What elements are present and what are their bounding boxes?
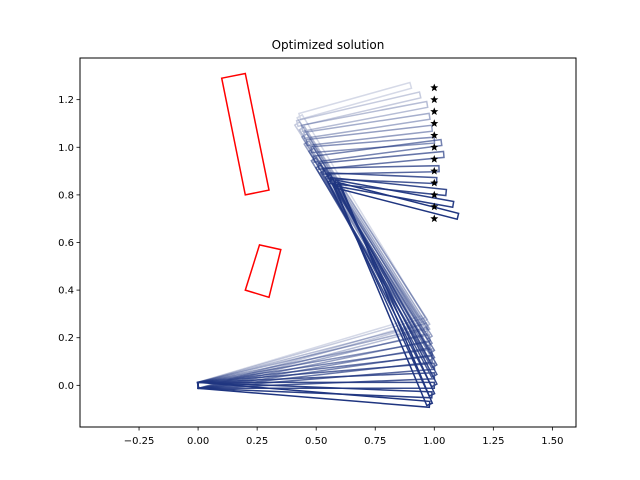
obstacle-2 (244, 244, 282, 299)
target-marker (430, 143, 439, 151)
x-tick-label: 0.75 (364, 436, 386, 447)
arm-link-12-3 (333, 179, 455, 209)
arm-link-3-3 (300, 100, 429, 133)
arm-link-10-2 (324, 173, 438, 379)
target-marker (430, 178, 439, 187)
arm-link-2-3 (295, 91, 422, 128)
arm-link-1-3 (297, 81, 413, 121)
plot-area (196, 72, 460, 409)
x-tick-label: 1.00 (423, 436, 445, 447)
x-tick-label: 0.00 (187, 436, 209, 447)
x-tick-label: 0.25 (246, 436, 268, 447)
chart-title: Optimized solution (272, 38, 385, 52)
x-axis: −0.25 0.00 0.25 0.50 0.75 1.00 1.25 1.50 (124, 427, 564, 447)
target-marker (430, 107, 439, 115)
arm-link-8-3 (317, 150, 445, 171)
target-marker (430, 190, 439, 199)
y-tick-label: 0.4 (58, 286, 74, 297)
y-tick-label: 0.0 (58, 381, 74, 392)
arm-link-10-3 (327, 172, 438, 185)
x-tick-label: −0.25 (124, 436, 155, 447)
x-tick-label: 1.25 (482, 436, 504, 447)
x-tick-label: 1.50 (541, 436, 563, 447)
y-tick-label: 0.6 (58, 238, 74, 249)
arm-link-6-3 (310, 136, 436, 154)
arm-link-5-2 (303, 139, 434, 341)
arm-link-13-3 (335, 181, 460, 221)
target-marker (430, 119, 439, 127)
target-marker (430, 131, 439, 139)
obstacle-1 (220, 72, 270, 196)
target-marker (430, 155, 439, 163)
target-marker (430, 83, 439, 92)
target-marker (430, 95, 439, 104)
arm-link-13-1 (197, 381, 431, 409)
arm-link-9-3 (322, 164, 440, 175)
y-tick-label: 0.2 (58, 333, 74, 344)
arm-link-7-3 (312, 138, 443, 163)
arm-link-5-3 (305, 124, 434, 147)
arm-link-11-3 (329, 176, 448, 197)
arm-configuration-13 (197, 181, 460, 409)
target-marker (430, 214, 439, 223)
target-marker (430, 202, 439, 211)
arm-link-13-2 (333, 183, 434, 407)
y-tick-label: 1.0 (58, 143, 74, 154)
y-axis: 0.0 0.2 0.4 0.6 0.8 1.0 1.2 (58, 95, 80, 392)
arm-link-4-3 (303, 112, 431, 140)
y-tick-label: 0.8 (58, 190, 74, 201)
target-marker (430, 166, 439, 175)
y-tick-label: 1.2 (58, 95, 74, 106)
x-tick-label: 0.50 (305, 436, 327, 447)
